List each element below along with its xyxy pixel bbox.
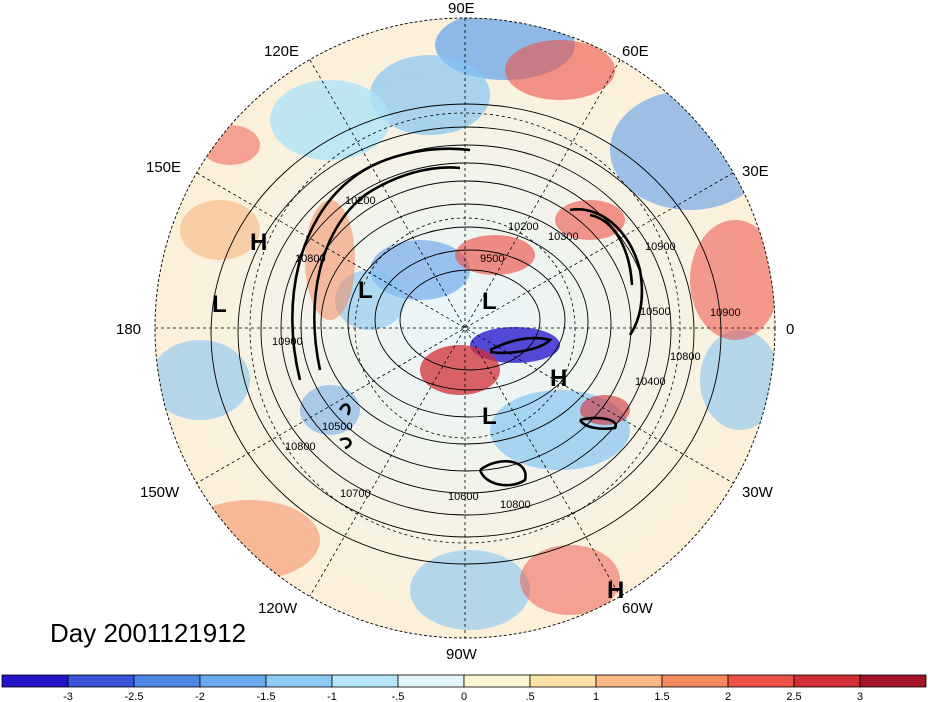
- map-boundary: [154, 17, 776, 639]
- lon-label-60w: 60W: [622, 600, 654, 617]
- contour-label: 9500: [480, 253, 504, 265]
- contour-label: 10200: [508, 221, 539, 233]
- contour-label: 10800: [500, 499, 531, 511]
- contour-label: 10700: [340, 488, 371, 500]
- lon-label-90e: 90E: [448, 0, 475, 17]
- high-pressure-label: H: [550, 365, 567, 392]
- colorbar-tick-label: -1.5: [257, 691, 276, 702]
- colorbar-box: [463, 674, 531, 688]
- lon-label-90w: 90W: [446, 646, 478, 663]
- low-pressure-label: L: [358, 277, 373, 304]
- colorbar-box: [529, 674, 597, 688]
- lon-label-150w: 150W: [140, 484, 180, 501]
- colorbar: -3 -2.5 -2 -1.5 -1 -.5 0 .5 1 1.5 2 2.5 3: [1, 674, 927, 702]
- colorbar-box: [661, 674, 729, 688]
- contour-label: 10900: [645, 241, 676, 253]
- colorbar-ticks: -3 -2.5 -2 -1.5 -1 -.5 0 .5 1 1.5 2 2.5 3: [63, 691, 863, 702]
- colorbar-box: [859, 674, 927, 688]
- contour-label: 10500: [322, 421, 353, 433]
- graticule: [155, 18, 775, 638]
- colorbar-box: [1, 674, 69, 688]
- colorbar-box: [265, 674, 333, 688]
- colorbar-box: [331, 674, 399, 688]
- colorbar-box: [67, 674, 135, 688]
- colorbar-tick-label: .5: [525, 691, 534, 702]
- low-pressure-label: L: [482, 288, 497, 315]
- jet-contours: [291, 147, 644, 487]
- colorbar-tick-label: -2: [195, 691, 205, 702]
- map-title: Day 2001121912: [50, 618, 247, 648]
- contour-label: 10900: [272, 336, 303, 348]
- low-pressure-label: L: [212, 291, 227, 318]
- lon-label-60e: 60E: [622, 43, 649, 60]
- colorbar-tick-label: 0: [461, 691, 467, 702]
- colorbar-box: [727, 674, 795, 688]
- contour-label: 10800: [670, 351, 701, 363]
- contour-label: 10800: [295, 253, 326, 265]
- contour-label: 10900: [710, 307, 741, 319]
- high-pressure-label: H: [250, 229, 267, 256]
- contour-label: 10800: [285, 441, 316, 453]
- high-pressure-label: H: [607, 577, 624, 604]
- lon-label-150e: 150E: [146, 159, 181, 176]
- colorbar-tick-label: -3: [63, 691, 73, 702]
- lon-label-180: 180: [116, 321, 141, 338]
- colorbar-box: [397, 674, 465, 688]
- contour-label: 10500: [640, 306, 671, 318]
- colorbar-tick-label: -2.5: [125, 691, 144, 702]
- colorbar-tick-label: 2.5: [786, 691, 801, 702]
- colorbar-boxes: [1, 674, 927, 688]
- colorbar-box: [133, 674, 201, 688]
- colorbar-tick-label: 2: [725, 691, 731, 702]
- lon-label-0: 0: [786, 321, 794, 338]
- colorbar-tick-label: 1: [593, 691, 599, 702]
- contour-label: 10400: [635, 376, 666, 388]
- lon-label-120w: 120W: [258, 600, 298, 617]
- colorbar-box: [595, 674, 663, 688]
- geopotential-contours: [210, 103, 722, 565]
- colorbar-tick-label: 1.5: [654, 691, 669, 702]
- lon-label-30e: 30E: [742, 163, 769, 180]
- lon-label-120e: 120E: [264, 43, 299, 60]
- colorbar-tick-label: -1: [327, 691, 337, 702]
- lon-label-30w: 30W: [742, 484, 774, 501]
- contour-label: 10200: [345, 195, 376, 207]
- colorbar-tick-label: 3: [857, 691, 863, 702]
- colorbar-box: [199, 674, 267, 688]
- colorbar-tick-label: -.5: [392, 691, 405, 702]
- low-pressure-label: L: [482, 403, 497, 430]
- contour-label: 10300: [548, 231, 579, 243]
- contour-label: 10600: [448, 491, 479, 503]
- colorbar-box: [793, 674, 861, 688]
- contour-labels: 10200 9500 10200 10900 10800 10700 10600…: [272, 195, 741, 511]
- anomaly-field: [155, 18, 775, 638]
